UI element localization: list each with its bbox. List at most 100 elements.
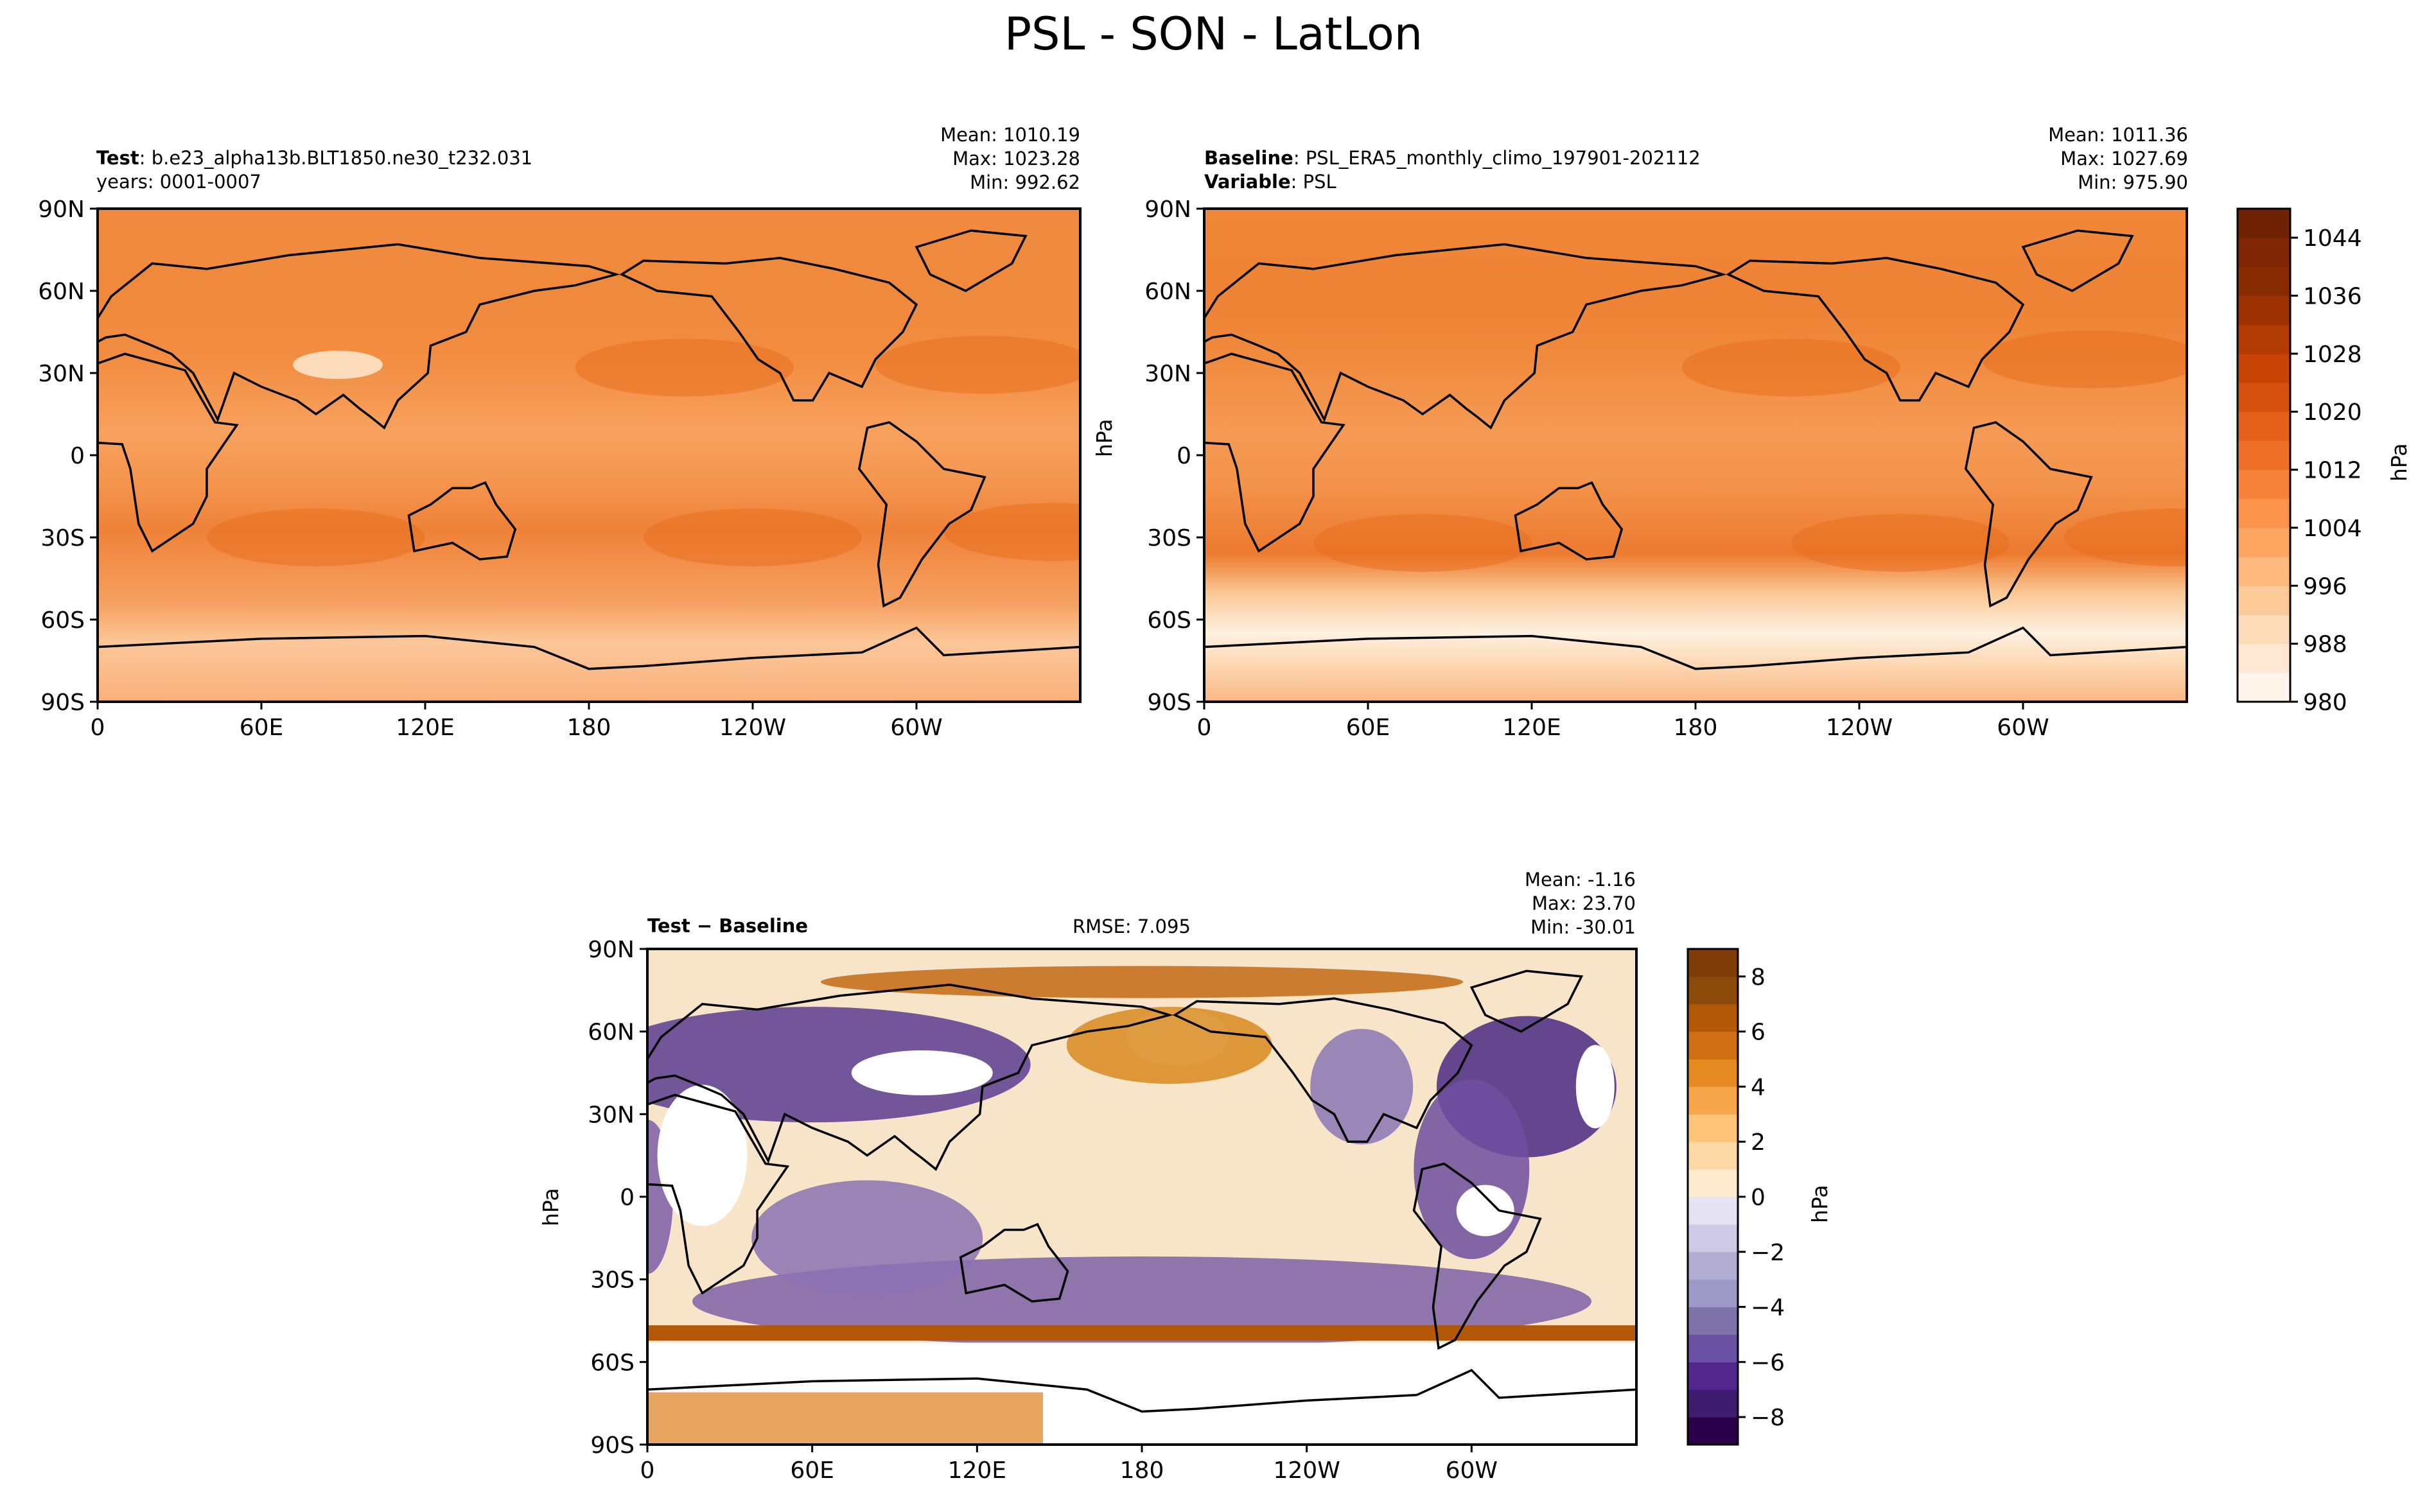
y-tick-label: 30S [1147,525,1191,552]
coastline [1469,969,1584,1033]
test-stats: Mean: 1010.19 Max: 1023.28 Min: 992.62 [940,123,1080,195]
map-panel-0 [96,207,1082,703]
subtropical-high [207,508,425,566]
test-min: Min: 992.62 [970,171,1080,193]
colorbar-tick-label: 4 [1751,1074,1765,1100]
colorbar-segment [2238,266,2290,297]
map-field [98,209,1080,702]
subtropical-high [943,503,1080,561]
colorbar-segment [1688,1031,1738,1060]
subtropical-high [575,338,794,397]
test-years: years: 0001-0007 [96,171,261,193]
colorbar-tick-label: 1028 [2303,342,2362,368]
anomaly-region [751,1180,983,1296]
x-tick-label: 120W [1826,715,1893,741]
y-tick-label: 90S [40,690,85,716]
abs-colorbar-label: hPa [2387,443,2412,482]
y-tick-label: 60S [40,607,85,634]
colorbar-segment [2238,440,2290,471]
colorbar-segment [1688,1307,1738,1335]
colorbar-tick-label: 988 [2303,632,2347,658]
baseline-dataset: PSL_ERA5_monthly_climo_197901-202112 [1305,147,1701,169]
y-tick-label: 90S [590,1432,635,1459]
y-tick-label: 30S [590,1267,635,1294]
colorbar-segment [1688,1251,1738,1280]
colorbar-segment [2238,295,2290,326]
diff-max: Max: 23.70 [1532,892,1636,914]
anomaly-region [1575,1045,1615,1129]
coastline [98,626,1080,702]
baseline-label-sep: : [1293,147,1306,169]
colorbar-tick-label: −4 [1751,1295,1785,1321]
coastline [647,1093,790,1295]
x-tick-label: 120W [1274,1457,1340,1484]
x-tick-label: 120E [948,1457,1006,1484]
positive-band [647,1325,1636,1341]
colorbar-tick-label: 2 [1751,1129,1765,1156]
anomaly-region [821,966,1463,998]
baseline-mean: Mean: 1011.36 [2048,124,2188,146]
subtropical-high [2063,508,2187,566]
colorbar-frame [2236,207,2291,703]
coastline [2021,229,2134,292]
baseline-max: Max: 1027.69 [2060,148,2188,169]
coastline [1412,1162,1542,1350]
y-tick-label: 0 [1177,443,1191,469]
colorbar-segment [2238,527,2290,557]
baseline-info: Baseline: PSL_ERA5_monthly_climo_197901-… [1204,146,1701,194]
colorbar-segment [2238,672,2290,702]
coastline [98,352,239,553]
colorbar-segment [2238,469,2290,500]
baseline-stats: Mean: 1011.36 Max: 1027.69 Min: 975.90 [2048,123,2188,195]
x-tick-label: 120E [396,715,454,741]
x-tick-label: 60E [790,1457,834,1484]
colorbar-tick-label: 1036 [2303,284,2362,310]
colorbar-segment [1688,1362,1738,1390]
colorbar-segment [1688,949,1738,977]
test-mean: Mean: 1010.19 [940,124,1080,146]
diff-rmse: RMSE: 7.095 [1073,916,1191,937]
colorbar-tick-label: 0 [1751,1185,1765,1211]
x-tick-label: 60W [1446,1457,1498,1484]
coastline [619,257,918,402]
diff-colorbar-label: hPa [1807,1185,1832,1223]
y-tick-label: 60S [1147,607,1191,634]
x-tick-label: 60W [890,715,942,741]
no-data-band [647,1343,1636,1395]
test-label-sep: : [139,147,152,169]
y-tick-label: 30N [1144,361,1191,387]
subtropical-high [1313,514,1532,572]
coastline [647,1369,1636,1445]
variable-value: PSL [1302,171,1336,193]
colorbar-segment [1688,1334,1738,1362]
pressure-field [1204,209,2187,702]
x-tick-label: 60E [240,715,284,741]
colorbar-segment [1688,1059,1738,1087]
colorbar-segment [2238,643,2290,673]
colorbar-segment [1688,1197,1738,1225]
colorbar-segment [2238,586,2290,615]
subtropical-high [1982,330,2187,388]
colorbar-tick-label: 1012 [2303,458,2362,484]
map-field [1204,209,2187,702]
y-tick-label: 30N [588,1102,635,1128]
colorbar-segment [1688,1224,1738,1253]
coastline [1204,626,2187,702]
colorbar-segment [2238,614,2290,645]
diff-mean: Mean: -1.16 [1524,869,1636,891]
diff-label: Test − Baseline [647,915,809,937]
baseline-min: Min: 975.90 [2078,171,2188,193]
x-tick-label: 180 [1120,1457,1164,1484]
coastline [407,481,517,560]
y-tick-label: 90N [38,196,85,223]
subtropical-high [875,336,1080,394]
y-tick-label: 60N [1144,279,1191,305]
x-tick-label: 0 [640,1457,655,1484]
y-tick-label: 0 [620,1185,635,1211]
y-tick-label: 60N [38,279,85,305]
pressure-field [98,209,1080,702]
variable-sep: : [1290,171,1303,193]
coastline [1204,243,1727,430]
